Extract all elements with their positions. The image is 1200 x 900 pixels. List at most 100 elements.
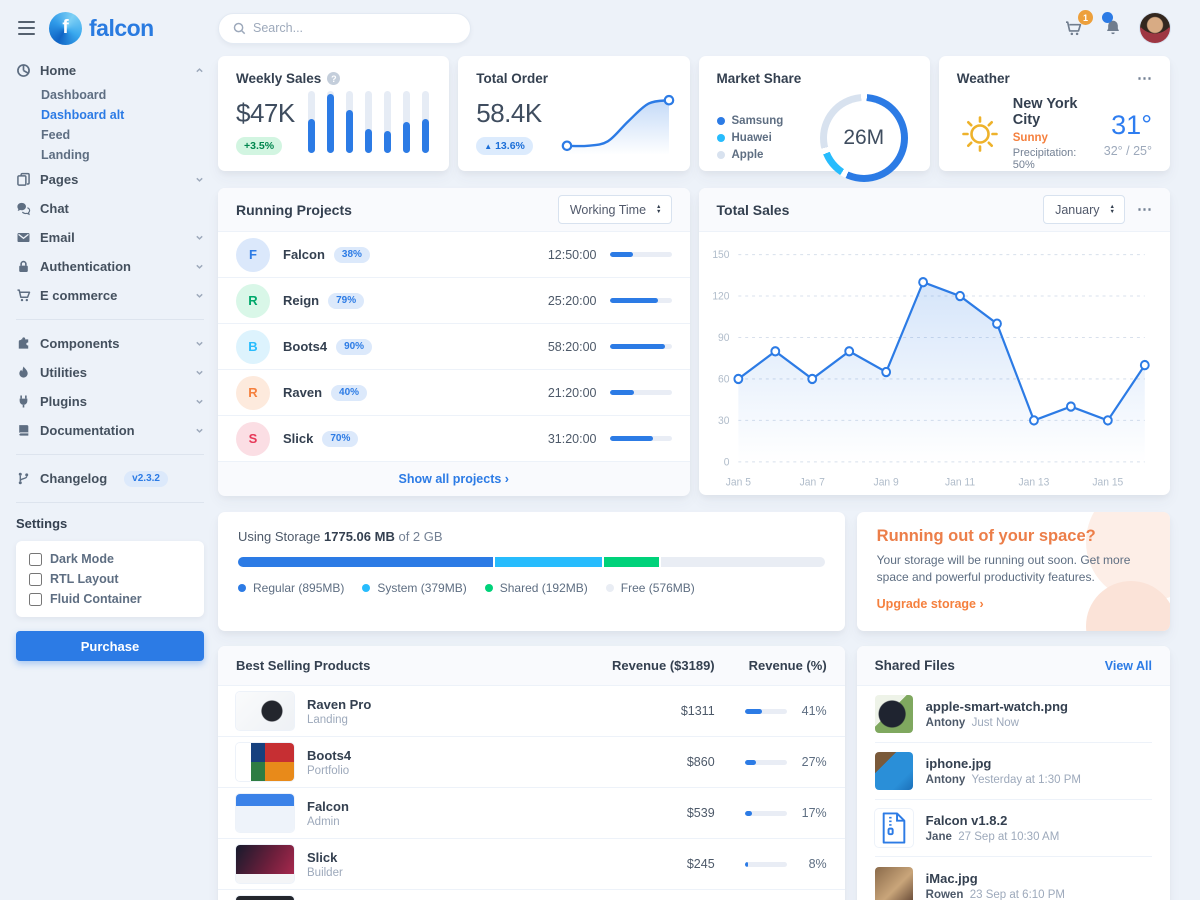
view-all-link[interactable]: View All	[1104, 658, 1152, 673]
sidebar-toggle-button[interactable]	[16, 17, 37, 39]
weather-menu-button[interactable]	[1137, 71, 1152, 86]
legend-dot	[362, 584, 371, 592]
fluid-container-checkbox[interactable]	[29, 592, 42, 606]
sidebar-item-components[interactable]: Components	[16, 329, 204, 358]
show-all-projects-link[interactable]: Show all projects	[399, 472, 509, 486]
sidebar-item-feed[interactable]: Feed	[41, 128, 71, 142]
product-info: Raven Pro Landing	[307, 697, 371, 726]
purchase-button[interactable]: Purchase	[16, 631, 204, 661]
project-progress-bar	[609, 344, 672, 349]
brand-logo-link[interactable]: f falcon	[49, 11, 154, 45]
sidebar-item-authentication[interactable]: Authentication	[16, 252, 204, 281]
user-avatar[interactable]	[1140, 13, 1170, 43]
sidebar-item-label: Documentation	[40, 423, 135, 438]
middle-row: Running Projects Working Time F Falcon 38%…	[218, 188, 1170, 496]
rtl-layout-checkbox[interactable]	[29, 572, 42, 586]
product-row-slick: Slick Builder $245 8%	[218, 839, 845, 890]
fluid-container-option[interactable]: Fluid Container	[29, 592, 191, 606]
product-revenue-pct-cell: 17%	[715, 806, 827, 820]
sidebar-item-e-commerce[interactable]: E commerce	[16, 281, 204, 310]
product-revenue-pct-cell: 41%	[715, 704, 827, 718]
file-row-imac-jpg: iMac.jpg Rowen 23 Sep at 6:10 PM	[874, 857, 1152, 900]
copy-icon	[16, 172, 31, 187]
project-progress-bar	[609, 252, 672, 257]
project-name: Reign	[283, 293, 320, 308]
chevron-up-icon	[195, 66, 204, 75]
chevron-down-icon	[195, 368, 204, 377]
divider	[16, 454, 204, 455]
chevron-down-icon	[195, 175, 204, 184]
project-row-slick: S Slick 70% 31:20:00	[218, 416, 690, 462]
legend-dot	[716, 134, 725, 142]
progress-fill	[744, 861, 749, 867]
storage-segment-free	[660, 557, 825, 567]
sidebar-item-dashboard[interactable]: Dashboard	[41, 88, 107, 102]
product-revenue: $1311	[680, 704, 715, 718]
storage-row: Using Storage 1775.06 MB of 2 GB Regular…	[218, 512, 1170, 631]
file-row-falcon-v1-8-2: Falcon v1.8.2 Jane 27 Sep at 10:30 AM	[874, 800, 1152, 857]
upgrade-storage-link[interactable]: Upgrade storage	[877, 597, 984, 611]
product-thumbnail	[236, 845, 294, 883]
file-row-iphone-jpg: iphone.jpg Antony Yesterday at 1:30 PM	[874, 743, 1152, 800]
help-icon[interactable]	[327, 72, 341, 85]
project-avatar: R	[236, 283, 270, 318]
sidebar-item-chat[interactable]: Chat	[16, 194, 204, 223]
weather-condition: Sunny	[1012, 132, 1048, 144]
working-time-select[interactable]: Working Time	[557, 195, 672, 224]
total-sales-menu-button[interactable]	[1137, 202, 1152, 217]
sidebar-item-plugins[interactable]: Plugins	[16, 387, 204, 416]
weather-title: Weather	[956, 71, 1010, 86]
sidebar-item-documentation[interactable]: Documentation	[16, 416, 204, 445]
falcon-logo-icon: f	[49, 11, 82, 45]
project-name: Slick	[283, 431, 314, 446]
product-cell: Slick Builder	[236, 845, 595, 883]
storage-legend: Regular (895MB) System (379MB) Shared (192…	[238, 581, 825, 595]
bar-fill	[365, 129, 373, 153]
legend-dot	[605, 584, 614, 592]
sidebar-item-utilities[interactable]: Utilities	[16, 358, 204, 387]
sun-icon	[961, 115, 998, 152]
running-projects-card: Running Projects Working Time F Falcon 38%…	[218, 188, 690, 496]
product-info: Boots4 Portfolio	[307, 748, 351, 777]
sidebar-item-pages[interactable]: Pages	[16, 165, 204, 194]
bar-fill	[403, 122, 411, 153]
cart-icon	[1066, 21, 1082, 36]
dark-mode-option[interactable]: Dark Mode	[29, 552, 191, 566]
product-cell: Boots4 Portfolio	[236, 743, 595, 781]
sidebar-item-landing[interactable]: Landing	[41, 148, 90, 162]
sidebar-item-changelog[interactable]: Changelog v2.3.2	[16, 464, 204, 493]
notification-dot	[1102, 12, 1113, 23]
month-select[interactable]: January	[1043, 195, 1125, 224]
rtl-layout-option[interactable]: RTL Layout	[29, 572, 191, 586]
bar-fill	[422, 118, 430, 153]
project-time: 31:20:00	[547, 431, 597, 446]
product-cell	[236, 896, 595, 900]
weather-temperature: 31°	[1111, 109, 1152, 140]
product-progress-bar	[744, 810, 787, 816]
dark-mode-checkbox[interactable]	[29, 552, 42, 566]
product-revenue: $539	[686, 806, 715, 820]
notifications-button[interactable]	[1101, 12, 1125, 40]
search-field[interactable]	[253, 21, 456, 35]
cart-button[interactable]: 1	[1061, 10, 1093, 40]
sidebar-item-dashboard-alt[interactable]: Dashboard alt	[41, 108, 125, 122]
search-input[interactable]	[218, 12, 471, 44]
bar-track	[308, 91, 316, 153]
legend-label: Huawei	[731, 132, 772, 144]
project-row-boots4: B Boots4 90% 58:20:00	[218, 324, 690, 370]
chevron-down-icon	[195, 426, 204, 435]
project-percent-badge: 79%	[328, 292, 365, 309]
storage-legend-item: Shared (192MB)	[484, 581, 588, 595]
storage-segment-system	[494, 557, 603, 567]
sidebar-item-email[interactable]: Email	[16, 223, 204, 252]
product-row-boots4: Boots4 Portfolio $860 27%	[218, 737, 845, 788]
product-row	[218, 890, 845, 900]
divider	[16, 319, 204, 320]
market-share-donut-chart: 26M	[819, 94, 908, 182]
file-thumbnail	[874, 695, 913, 733]
chevron-down-icon	[195, 397, 204, 406]
bar-fill	[346, 109, 354, 153]
sidebar-item-home[interactable]: Home	[16, 56, 204, 85]
file-time: Just Now	[965, 717, 1019, 729]
storage-legend-item: Regular (895MB)	[238, 581, 344, 595]
